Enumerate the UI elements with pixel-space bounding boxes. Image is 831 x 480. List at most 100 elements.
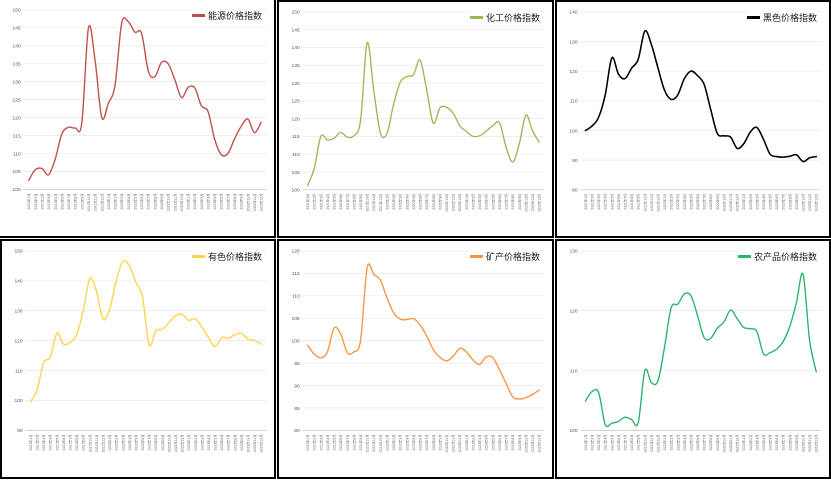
svg-text:2022年12月: 2022年12月	[735, 194, 740, 212]
svg-text:2022年2月: 2022年2月	[114, 434, 119, 450]
svg-text:2021年3月: 2021年3月	[318, 194, 323, 210]
svg-text:2022年3月: 2022年3月	[398, 194, 403, 210]
legend-label: 有色价格指数	[207, 252, 262, 262]
svg-text:2022年4月: 2022年4月	[404, 434, 409, 450]
svg-text:2021年9月: 2021年9月	[636, 434, 641, 450]
svg-text:2023年8月: 2023年8月	[232, 434, 237, 450]
svg-text:2022年10月: 2022年10月	[166, 434, 171, 452]
svg-text:2023年4月: 2023年4月	[206, 434, 211, 450]
svg-text:2022年12月: 2022年12月	[457, 434, 462, 452]
svg-text:2023年9月: 2023年9月	[794, 194, 799, 210]
svg-text:2022年7月: 2022年7月	[702, 194, 707, 210]
svg-text:105: 105	[13, 169, 21, 175]
svg-text:2021年9月: 2021年9月	[79, 193, 84, 209]
svg-text:120: 120	[569, 308, 577, 314]
svg-text:130: 130	[13, 79, 21, 85]
svg-text:2021年4月: 2021年4月	[603, 194, 608, 210]
svg-text:2023年1月: 2023年1月	[186, 434, 191, 450]
svg-text:2021年2月: 2021年2月	[590, 434, 595, 450]
svg-text:2021年8月: 2021年8月	[74, 434, 79, 450]
svg-text:2022年8月: 2022年8月	[431, 194, 436, 210]
svg-text:80: 80	[572, 188, 578, 194]
svg-text:100: 100	[569, 128, 577, 134]
svg-text:2023年6月: 2023年6月	[219, 193, 224, 209]
svg-text:2023年12月: 2023年12月	[537, 194, 542, 212]
svg-text:2023年8月: 2023年8月	[510, 434, 515, 450]
svg-text:2023年1月: 2023年1月	[464, 194, 469, 210]
svg-text:2022年5月: 2022年5月	[133, 434, 138, 450]
svg-text:140: 140	[14, 279, 22, 285]
svg-text:115: 115	[292, 134, 300, 140]
svg-text:2022年12月: 2022年12月	[735, 434, 740, 452]
svg-text:2022年6月: 2022年6月	[695, 434, 700, 450]
chart-panel-energy: 100 105 110 115 120 125 130 135 140 145 150 2021年1月…	[0, 0, 276, 238]
svg-text:2022年3月: 2022年3月	[120, 434, 125, 450]
legend-line-icon	[746, 16, 760, 19]
svg-text:2021年2月: 2021年2月	[35, 434, 40, 450]
legend-label: 能源价格指数	[207, 11, 262, 21]
svg-text:2021年5月: 2021年5月	[609, 434, 614, 450]
svg-text:2023年4月: 2023年4月	[484, 434, 489, 450]
svg-text:2022年1月: 2022年1月	[106, 193, 111, 209]
legend-mineral: 矿产价格指数	[469, 250, 540, 263]
svg-text:2023年3月: 2023年3月	[199, 193, 204, 209]
svg-text:2021年2月: 2021年2月	[33, 193, 38, 209]
svg-text:135: 135	[291, 63, 299, 69]
svg-text:2022年1月: 2022年1月	[384, 194, 389, 210]
svg-text:2023年5月: 2023年5月	[490, 434, 495, 450]
svg-text:2023年12月: 2023年12月	[259, 434, 264, 452]
svg-text:2022年7月: 2022年7月	[424, 194, 429, 210]
svg-text:2022年11月: 2022年11月	[451, 194, 456, 211]
svg-text:120: 120	[14, 338, 22, 344]
svg-text:2023年3月: 2023年3月	[477, 194, 482, 210]
svg-text:2023年6月: 2023年6月	[497, 194, 502, 210]
svg-text:2023年10月: 2023年10月	[523, 434, 528, 452]
svg-text:2023年4月: 2023年4月	[761, 434, 766, 450]
svg-text:110: 110	[13, 151, 21, 157]
svg-text:80: 80	[294, 428, 300, 434]
svg-text:2022年9月: 2022年9月	[715, 434, 720, 450]
legend-ferrous: 黑色价格指数	[746, 11, 817, 24]
svg-text:2023年9月: 2023年9月	[794, 434, 799, 450]
svg-text:140: 140	[291, 45, 299, 51]
svg-text:120: 120	[291, 116, 299, 122]
svg-text:2021年12月: 2021年12月	[656, 194, 661, 212]
svg-text:100: 100	[13, 187, 21, 193]
svg-text:2023年11月: 2023年11月	[252, 434, 257, 452]
svg-text:2022年4月: 2022年4月	[682, 434, 687, 450]
svg-text:2022年9月: 2022年9月	[715, 194, 720, 210]
legend-chemical: 化工价格指数	[469, 11, 540, 24]
agriculture-line-chart: 100 110 120 130 2021年1月 2021年2月 2021年3月 2021年4月…	[569, 249, 822, 452]
svg-text:2023年10月: 2023年10月	[245, 193, 250, 211]
legend-label: 矿产价格指数	[485, 252, 540, 262]
svg-text:2023年6月: 2023年6月	[774, 434, 779, 450]
svg-text:90: 90	[17, 428, 23, 434]
svg-text:2022年10月: 2022年10月	[721, 194, 726, 212]
svg-text:2021年3月: 2021年3月	[596, 194, 601, 210]
svg-text:2022年2月: 2022年2月	[391, 434, 396, 450]
svg-text:140: 140	[13, 44, 21, 50]
svg-text:2021年4月: 2021年4月	[48, 434, 53, 450]
legend-line-icon	[191, 255, 205, 258]
svg-text:2022年8月: 2022年8月	[153, 434, 158, 450]
svg-text:2021年6月: 2021年6月	[616, 194, 621, 210]
svg-text:2023年4月: 2023年4月	[484, 194, 489, 210]
legend-label: 黑色价格指数	[762, 13, 817, 23]
svg-text:2021年8月: 2021年8月	[73, 193, 78, 209]
svg-text:2022年3月: 2022年3月	[119, 193, 124, 209]
svg-text:2022年7月: 2022年7月	[702, 434, 707, 450]
svg-text:135: 135	[13, 62, 21, 68]
svg-text:2021年1月: 2021年1月	[305, 194, 310, 210]
svg-text:100: 100	[291, 338, 299, 344]
chart-panel-agriculture: 100 110 120 130 2021年1月 2021年2月 2021年3月 2021年4月…	[555, 239, 831, 479]
svg-text:2022年7月: 2022年7月	[424, 434, 429, 450]
svg-text:2021年4月: 2021年4月	[325, 434, 330, 450]
svg-text:145: 145	[291, 27, 299, 33]
svg-text:2021年9月: 2021年9月	[636, 194, 641, 210]
svg-text:2021年9月: 2021年9月	[81, 434, 86, 450]
svg-text:2021年1月: 2021年1月	[26, 193, 31, 209]
svg-text:2023年3月: 2023年3月	[477, 434, 482, 450]
svg-text:2021年8月: 2021年8月	[351, 194, 356, 210]
svg-text:2023年2月: 2023年2月	[748, 194, 753, 210]
